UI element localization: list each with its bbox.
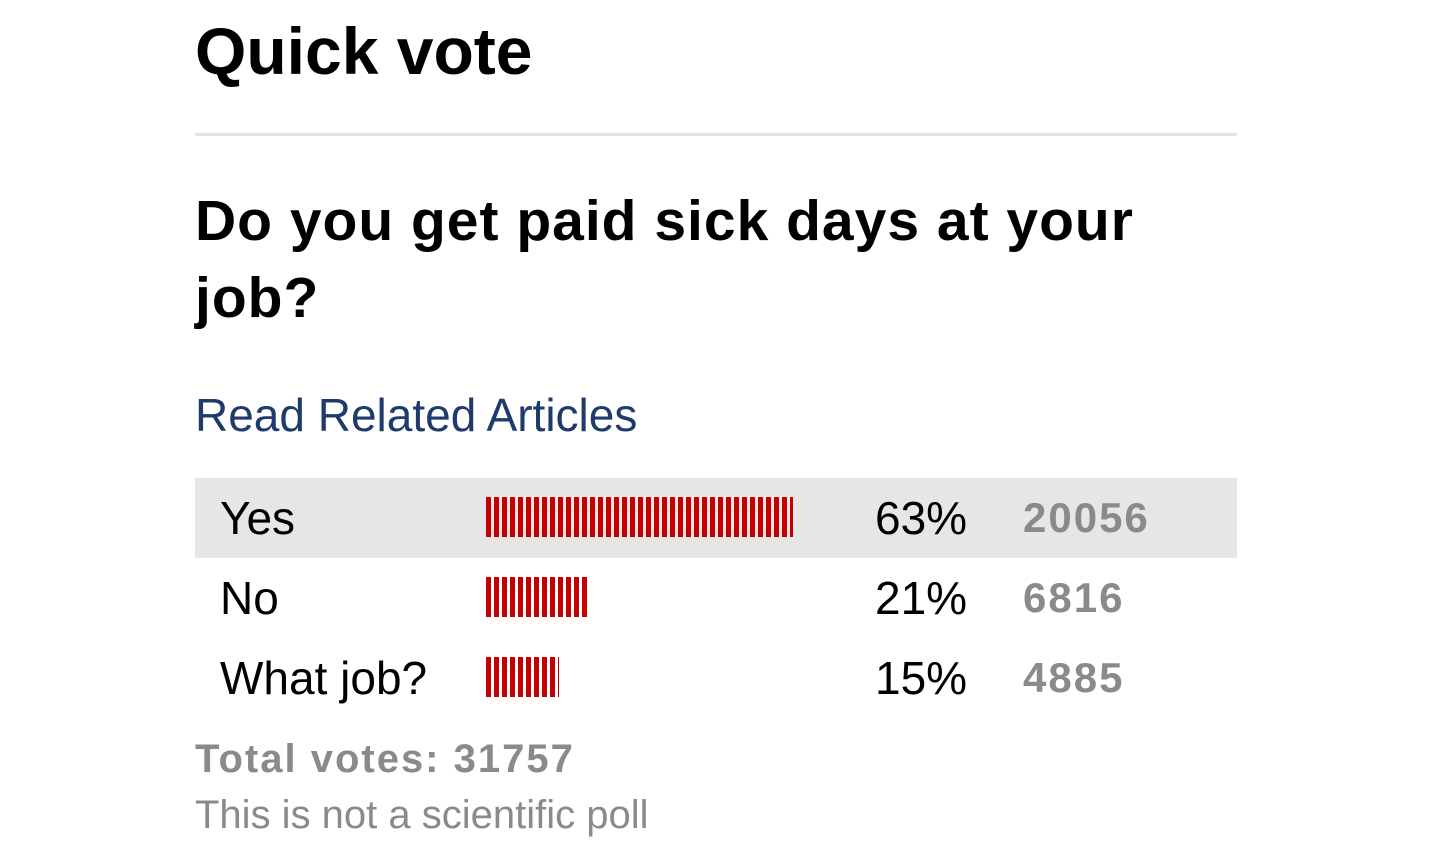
widget-title: Quick vote <box>195 14 533 88</box>
option-label: What job? <box>220 652 428 704</box>
poll-disclaimer: This is not a scientific poll <box>195 793 649 837</box>
result-row-yes: Yes 63% 20056 <box>195 478 1237 558</box>
result-percent: 63% <box>875 492 968 544</box>
read-related-articles-link[interactable]: Read Related Articles <box>195 389 638 441</box>
result-votes: 20056 <box>1023 494 1150 541</box>
result-votes: 6816 <box>1023 574 1125 621</box>
total-votes: Total votes: 31757 <box>195 737 575 781</box>
result-bar <box>486 497 793 537</box>
result-bar <box>486 577 588 617</box>
quick-vote-widget: Quick vote Do you get paid sick days at … <box>195 0 1237 840</box>
result-votes: 4885 <box>1023 654 1125 701</box>
title-divider <box>195 133 1237 136</box>
poll-results: Yes 63% 20056 No 21% 6816 What job? 15% … <box>195 478 1237 718</box>
option-label: No <box>220 572 279 624</box>
option-label: Yes <box>220 492 296 544</box>
result-row-no: No 21% 6816 <box>195 558 1237 638</box>
poll-question: Do you get paid sick days at your job? <box>195 189 1134 330</box>
result-percent: 15% <box>875 652 968 704</box>
result-percent: 21% <box>875 572 968 624</box>
result-row-what-job: What job? 15% 4885 <box>195 638 1237 718</box>
result-bar <box>486 657 559 697</box>
